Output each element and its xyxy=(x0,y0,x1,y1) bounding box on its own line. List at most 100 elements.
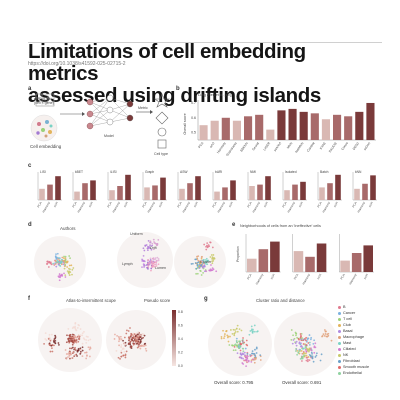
d-authors-point xyxy=(64,257,67,260)
c-tick-label: PCA xyxy=(36,201,43,208)
d-authors-point xyxy=(62,257,65,259)
b-tick-label: LIGER xyxy=(262,141,271,152)
f-left-point xyxy=(51,347,53,350)
d-ids-point xyxy=(212,254,215,256)
d-authors-point xyxy=(56,252,59,255)
d-authors-point xyxy=(70,264,73,267)
f-right-point xyxy=(137,341,140,344)
c-bar xyxy=(152,185,158,200)
d-authors-point xyxy=(57,257,60,259)
b-bar xyxy=(299,111,308,140)
f-left-point xyxy=(67,328,70,330)
f-left-point xyxy=(71,356,74,359)
c-subplot-title: LISI xyxy=(40,170,46,174)
g-left-point xyxy=(238,328,241,331)
f-right-point xyxy=(128,336,131,339)
g-right-point xyxy=(325,335,328,338)
g-left-point xyxy=(246,357,249,360)
f-left-point xyxy=(77,349,80,351)
f-left-point xyxy=(67,337,70,340)
e-tick-label: PCA xyxy=(246,273,253,280)
c-tick-label: scVI xyxy=(297,201,303,208)
d-ids-point xyxy=(206,263,209,266)
d-islands-point xyxy=(155,244,158,247)
g-right-point xyxy=(296,336,299,339)
f-left-point xyxy=(49,350,52,353)
c-bar xyxy=(90,180,96,200)
g-right-point xyxy=(294,342,297,345)
legend-swatch xyxy=(338,305,341,309)
d-islands-point xyxy=(149,244,151,247)
d-islands-point xyxy=(142,247,145,250)
header-rule xyxy=(28,42,382,43)
d-ids-point xyxy=(199,269,202,272)
d-authors-point xyxy=(71,268,74,271)
f-right-point xyxy=(129,343,132,346)
b-tick-label: SAUCIE xyxy=(328,141,338,153)
f-left-point xyxy=(76,335,79,338)
f-right-point xyxy=(132,332,134,335)
g-right-point xyxy=(294,331,297,334)
d-ids-point xyxy=(200,256,203,258)
c-bar xyxy=(74,191,80,200)
f-right-point xyxy=(118,337,121,340)
g-left-point xyxy=(250,328,253,331)
g-right-point xyxy=(326,333,329,336)
c-tick-label: scVI xyxy=(332,201,338,208)
c-subplot-title: Graph xyxy=(145,170,154,174)
g-right-point xyxy=(298,338,300,341)
f-left-point xyxy=(85,357,88,360)
d-authors-point xyxy=(59,262,62,264)
g-left-point xyxy=(231,333,234,335)
g-right-point xyxy=(304,348,307,351)
b-ytick: 0.6 xyxy=(191,116,196,120)
f-colorbar-tick: 0.8 xyxy=(178,310,183,314)
f-left-point xyxy=(71,333,74,336)
f-left-point xyxy=(53,341,55,343)
f-left-point xyxy=(57,342,60,344)
f-left-point xyxy=(67,356,69,359)
legend-item: Smooth muscle xyxy=(338,364,386,370)
c-tick-label: scVI xyxy=(122,201,128,208)
f-right-point xyxy=(122,339,124,342)
d-authors-point xyxy=(68,274,71,276)
f-left-point xyxy=(54,342,57,345)
doi-link[interactable]: https://doi.org/10.1038/s41592-025-02715… xyxy=(28,61,126,67)
f-left-point xyxy=(74,354,76,356)
g-left-point xyxy=(228,344,231,346)
g-left-point xyxy=(226,334,229,337)
c-tick-label: scVI xyxy=(87,201,93,208)
g-right-point xyxy=(324,333,327,335)
g-left-point xyxy=(245,343,248,346)
g-right-point xyxy=(306,338,309,341)
legend-item: T cell xyxy=(338,316,386,322)
c-tick-label: scVI xyxy=(157,201,163,208)
d-islands-point xyxy=(146,249,149,252)
legend-label: Mast xyxy=(343,341,352,345)
g-left-point xyxy=(236,324,239,327)
legend-label: Ciliated xyxy=(343,347,356,351)
c-tick-label: Harmony xyxy=(251,201,261,214)
g-right-point xyxy=(298,342,301,345)
g-right-point xyxy=(313,346,316,349)
g-right-point xyxy=(302,343,305,345)
f-left-point xyxy=(54,336,57,338)
f-right-point xyxy=(129,334,132,337)
d-authors-point xyxy=(52,262,55,265)
g-left-point xyxy=(235,327,238,330)
d-authors-point xyxy=(69,268,71,271)
g-right-point xyxy=(307,337,310,340)
g-left-point xyxy=(220,337,223,340)
d-ids-point xyxy=(200,257,203,260)
b-bar xyxy=(199,125,208,140)
g-right-point xyxy=(308,359,311,362)
c-tick-label: Harmony xyxy=(111,201,121,214)
c-tick-label: scVI xyxy=(52,201,58,208)
c-tick-label: PCA xyxy=(71,201,78,208)
f-right-point xyxy=(130,339,133,342)
f-right-point xyxy=(123,351,126,353)
b-bar xyxy=(333,114,342,140)
d-authors-point xyxy=(68,264,71,267)
f-right-point xyxy=(144,342,147,345)
g-left-point xyxy=(241,347,244,350)
